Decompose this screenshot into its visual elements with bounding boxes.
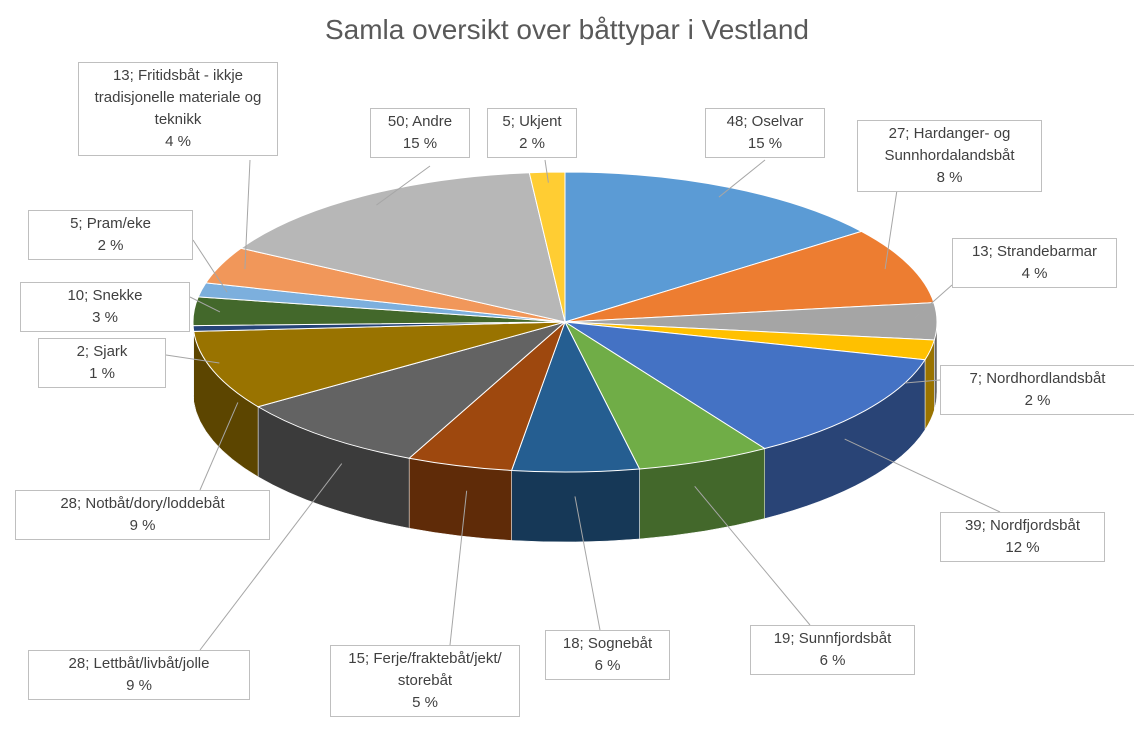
data-label: 39; Nordfjordsbåt 12 % [940, 512, 1105, 562]
label-text: 13; Fritidsbåt - ikkje tradisjonelle mat… [94, 67, 262, 128]
percent-text: 4 % [165, 133, 191, 150]
label-text: 18; Sognebåt [562, 635, 653, 652]
leader-line [199, 402, 239, 491]
label-text: 5; Pram/eke [70, 215, 151, 232]
slice [256, 321, 566, 459]
percent-text: 4 % [1021, 265, 1048, 282]
slice [563, 320, 766, 470]
data-label: 27; Hardanger- og Sunnhordalandsbåt 8 % [857, 120, 1042, 192]
slice [239, 172, 566, 323]
leader-line [544, 159, 549, 183]
data-label: 28; Notbåt/dory/loddebåt 9 % [15, 490, 270, 540]
label-text: 13; Strandebarmar [971, 243, 1098, 260]
label-text: 27; Hardanger- og Sunnhordalandsbåt [884, 125, 1015, 164]
percent-text: 2 % [519, 135, 545, 152]
leader-line [244, 159, 251, 270]
data-label: 7; Nordhordlandsbåt 2 % [940, 365, 1134, 415]
percent-text: 3 % [92, 309, 118, 326]
label-text: 28; Notbåt/dory/loddebåt [60, 495, 225, 512]
data-label: 5; Ukjent 2 % [487, 108, 577, 158]
percent-text: 5 % [412, 694, 438, 711]
percent-text: 1 % [89, 365, 115, 382]
slice [564, 230, 935, 323]
slice-side [408, 457, 512, 541]
data-label: 5; Pram/eke 2 % [28, 210, 193, 260]
leader-line [844, 438, 1001, 513]
data-label: 10; Snekke 3 % [20, 282, 190, 332]
percent-text: 2 % [1024, 392, 1051, 409]
leader-line [574, 496, 601, 631]
percent-text: 8 % [936, 169, 963, 186]
data-label: 19; Sunnfjordsbåt 6 % [750, 625, 915, 675]
percent-text: 9 % [126, 677, 152, 694]
leader-line [192, 239, 228, 293]
percent-text: 6 % [594, 657, 621, 674]
label-text: 7; Nordhordlandsbåt [969, 370, 1106, 387]
data-label: 28; Lettbåt/livbåt/jolle 9 % [28, 650, 250, 700]
label-text: 2; Sjark [76, 343, 128, 360]
label-text: 48; Oselvar [726, 113, 804, 130]
leader-line [718, 159, 766, 198]
percent-text: 6 % [819, 652, 846, 669]
data-label: 48; Oselvar 15 % [705, 108, 825, 158]
percent-text: 15 % [402, 135, 438, 152]
leader-line [449, 490, 468, 646]
leader-line [904, 379, 941, 384]
chart-title: Samla oversikt over båttypar i Vestland [324, 14, 809, 45]
label-text: 10; Snekke [67, 287, 143, 304]
data-label: 18; Sognebåt 6 % [545, 630, 670, 680]
leader-line [189, 296, 221, 313]
percent-text: 15 % [747, 135, 783, 152]
data-label: 13; Strandebarmar 4 % [952, 238, 1117, 288]
slice [564, 321, 926, 450]
leader-line [694, 486, 811, 626]
percent-text: 2 % [97, 237, 124, 254]
data-label: 13; Fritidsbåt - ikkje tradisjonelle mat… [78, 62, 278, 156]
percent-text: 12 % [1005, 539, 1040, 556]
data-label: 15; Ferje/fraktebåt/jekt/ storebåt 5 % [330, 645, 520, 717]
label-text: 15; Ferje/fraktebåt/jekt/ storebåt [348, 650, 502, 689]
label-text: 28; Lettbåt/livbåt/jolle [68, 655, 210, 672]
label-text: 5; Ukjent [502, 113, 562, 130]
percent-text: 9 % [129, 517, 156, 534]
leader-line [376, 165, 431, 206]
label-text: 19; Sunnfjordsbåt [773, 630, 892, 647]
data-label: 50; Andre 15 % [370, 108, 470, 158]
slice [510, 320, 641, 473]
slice [193, 321, 566, 408]
slice-side [511, 468, 640, 543]
label-text: 50; Andre [387, 113, 453, 130]
leader-line [199, 463, 343, 651]
leader-line [910, 284, 953, 322]
label-text: 39; Nordfjordsbåt [964, 517, 1081, 534]
leader-line [165, 354, 220, 364]
data-label: 2; Sjark 1 % [38, 338, 166, 388]
